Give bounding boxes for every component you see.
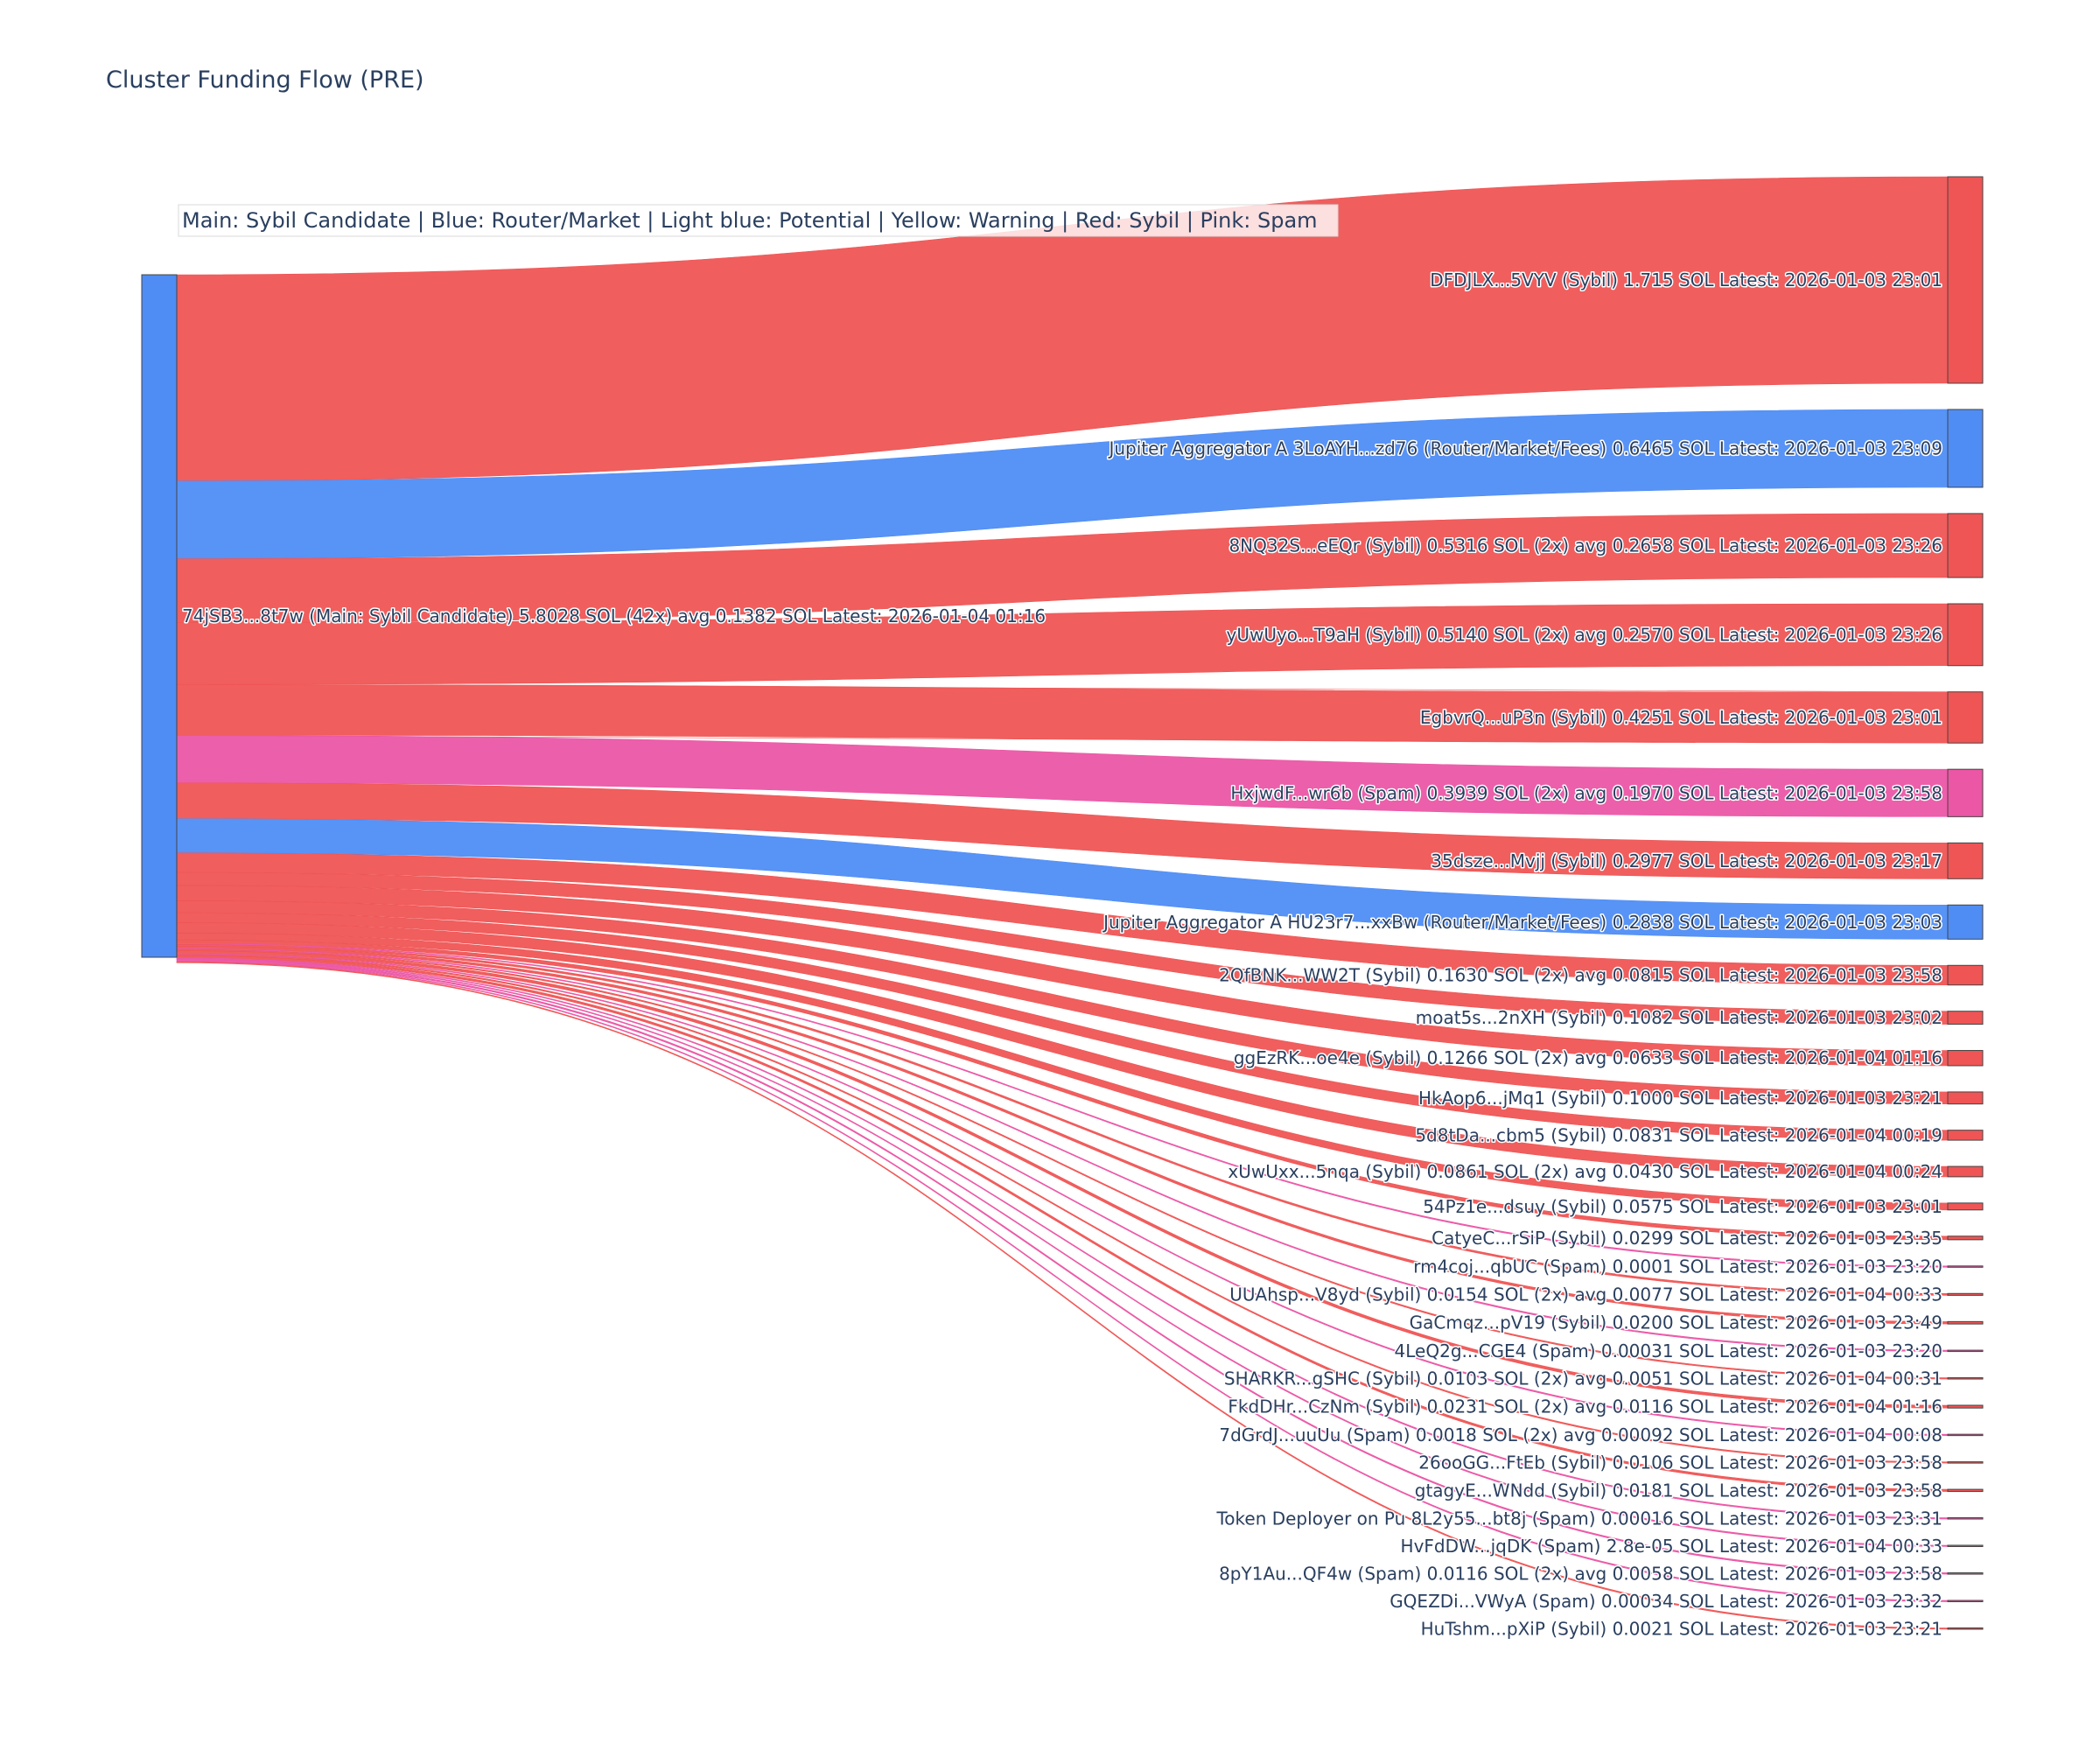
- target-node-label: HvFdDW...jqDK (Spam) 2.8e-05 SOL Latest:…: [1401, 1536, 1942, 1557]
- target-node-label: 54Pz1e...dsuy (Sybil) 0.0575 SOL Latest:…: [1423, 1196, 1942, 1217]
- target-node[interactable]: [1947, 1433, 1984, 1437]
- target-node-label: 4LeQ2g...CGE4 (Spam) 0.00031 SOL Latest:…: [1395, 1340, 1942, 1362]
- target-node[interactable]: [1947, 603, 1984, 667]
- target-node-label: UUAhsp...V8yd (Sybil) 0.0154 SOL (2x) av…: [1229, 1284, 1942, 1305]
- target-node[interactable]: [1947, 1130, 1984, 1141]
- target-node-label: HxjwdF...wr6b (Spam) 0.3939 SOL (2x) avg…: [1230, 782, 1942, 803]
- target-node[interactable]: [1947, 1404, 1984, 1409]
- target-node-label: rm4coj...qbUC (Spam) 0.0001 SOL Latest: …: [1413, 1256, 1942, 1278]
- target-node-label: gtagyE...WNdd (Sybil) 0.0181 SOL Latest:…: [1415, 1480, 1942, 1501]
- target-node-label: yUwUyo...T9aH (Sybil) 0.5140 SOL (2x) av…: [1226, 624, 1942, 645]
- target-node-label: 2QfBNK...WW2T (Sybil) 0.1630 SOL (2x) av…: [1219, 965, 1942, 986]
- target-node[interactable]: [1947, 1600, 1984, 1603]
- target-node-label: Jupiter Aggregator A 3LoAYH...zd76 (Rout…: [1107, 438, 1942, 458]
- target-node[interactable]: [1947, 1011, 1984, 1026]
- target-node-label: Token Deployer on Pu 8L2y55...bt8j (Spam…: [1215, 1508, 1942, 1529]
- links-layer: [176, 176, 1949, 1630]
- target-node[interactable]: [1947, 691, 1984, 744]
- target-node[interactable]: [1947, 1265, 1984, 1268]
- legend-box: Main: Sybil Candidate | Blue: Router/Mar…: [178, 204, 1339, 237]
- labels-layer: DFDJLX...5VYV (Sybil) 1.715 SOL Latest: …: [181, 269, 1944, 1641]
- target-node-label: HuTshm...pXiP (Sybil) 0.0021 SOL Latest:…: [1421, 1618, 1942, 1639]
- target-node-label: 26ooGG...FtEb (Sybil) 0.0106 SOL Latest:…: [1418, 1452, 1942, 1473]
- target-node[interactable]: [1947, 1572, 1984, 1575]
- target-node-label: 5d8tDa...cbm5 (Sybil) 0.0831 SOL Latest:…: [1415, 1124, 1942, 1145]
- target-node[interactable]: [1947, 1166, 1984, 1178]
- legend-note: Main: Sybil Candidate | Blue: Router/Mar…: [182, 208, 1318, 233]
- target-node[interactable]: [1947, 176, 1984, 384]
- target-node[interactable]: [1947, 964, 1984, 986]
- target-node[interactable]: [1947, 1488, 1984, 1493]
- target-node-label: SHARKR...gSHC (Sybil) 0.0103 SOL (2x) av…: [1224, 1368, 1942, 1389]
- target-node-label: HkAop6...jMq1 (Sybil) 0.1000 SOL Latest:…: [1418, 1088, 1942, 1109]
- target-node-label: ggEzRK...oe4e (Sybil) 0.1266 SOL (2x) av…: [1234, 1047, 1942, 1068]
- target-node[interactable]: [1947, 1236, 1984, 1241]
- target-node-label: Jupiter Aggregator A HU23r7...xxBw (Rout…: [1102, 912, 1942, 933]
- target-node[interactable]: [1947, 1461, 1984, 1464]
- legend-background: [178, 204, 1339, 237]
- chart-title: Cluster Funding Flow (PRE): [106, 66, 424, 94]
- target-node[interactable]: [1947, 768, 1984, 817]
- target-node[interactable]: [1947, 1091, 1984, 1105]
- target-node-label: GaCmqz...pV19 (Sybil) 0.0200 SOL Latest:…: [1410, 1312, 1942, 1334]
- source-node-label: 74jSB3...8t7w (Main: Sybil Candidate) 5.…: [182, 606, 1046, 626]
- target-node[interactable]: [1947, 513, 1984, 578]
- target-node-label: FkdDHr...CzNm (Sybil) 0.0231 SOL (2x) av…: [1228, 1396, 1942, 1418]
- source-node[interactable]: [141, 274, 178, 958]
- target-node[interactable]: [1947, 842, 1984, 879]
- target-node-label: DFDJLX...5VYV (Sybil) 1.715 SOL Latest: …: [1430, 270, 1942, 290]
- target-node[interactable]: [1947, 1292, 1984, 1296]
- target-node[interactable]: [1947, 1544, 1984, 1548]
- target-node[interactable]: [1947, 409, 1984, 488]
- nodes-layer: [141, 176, 1984, 1630]
- target-node-label: 8pY1Au...QF4w (Spam) 0.0116 SOL (2x) avg…: [1219, 1563, 1942, 1584]
- target-node-label: 7dGrdJ...uuUu (Spam) 0.0018 SOL (2x) avg…: [1219, 1424, 1942, 1446]
- target-node-label: xUwUxx...5nqa (Sybil) 0.0861 SOL (2x) av…: [1228, 1161, 1942, 1182]
- target-node[interactable]: [1947, 1050, 1984, 1067]
- target-node[interactable]: [1947, 1517, 1984, 1520]
- target-node-label: 8NQ32S...eEQr (Sybil) 0.5316 SOL (2x) av…: [1228, 535, 1942, 556]
- target-node-label: moat5s...2nXH (Sybil) 0.1082 SOL Latest:…: [1416, 1007, 1942, 1028]
- target-node-label: 35dsze...Mvjj (Sybil) 0.2977 SOL Latest:…: [1431, 850, 1942, 872]
- target-node[interactable]: [1947, 1349, 1984, 1353]
- target-node[interactable]: [1947, 1202, 1984, 1211]
- target-node[interactable]: [1947, 1377, 1984, 1380]
- target-node-label: CatyeC...rSiP (Sybil) 0.0299 SOL Latest:…: [1432, 1228, 1942, 1249]
- target-node[interactable]: [1947, 1628, 1984, 1630]
- target-node[interactable]: [1947, 1320, 1984, 1325]
- target-node-label: EgbvrQ...uP3n (Sybil) 0.4251 SOL Latest:…: [1420, 707, 1942, 728]
- target-node[interactable]: [1947, 904, 1984, 940]
- target-node-label: GQEZDi...VWyA (Spam) 0.00034 SOL Latest:…: [1390, 1591, 1942, 1612]
